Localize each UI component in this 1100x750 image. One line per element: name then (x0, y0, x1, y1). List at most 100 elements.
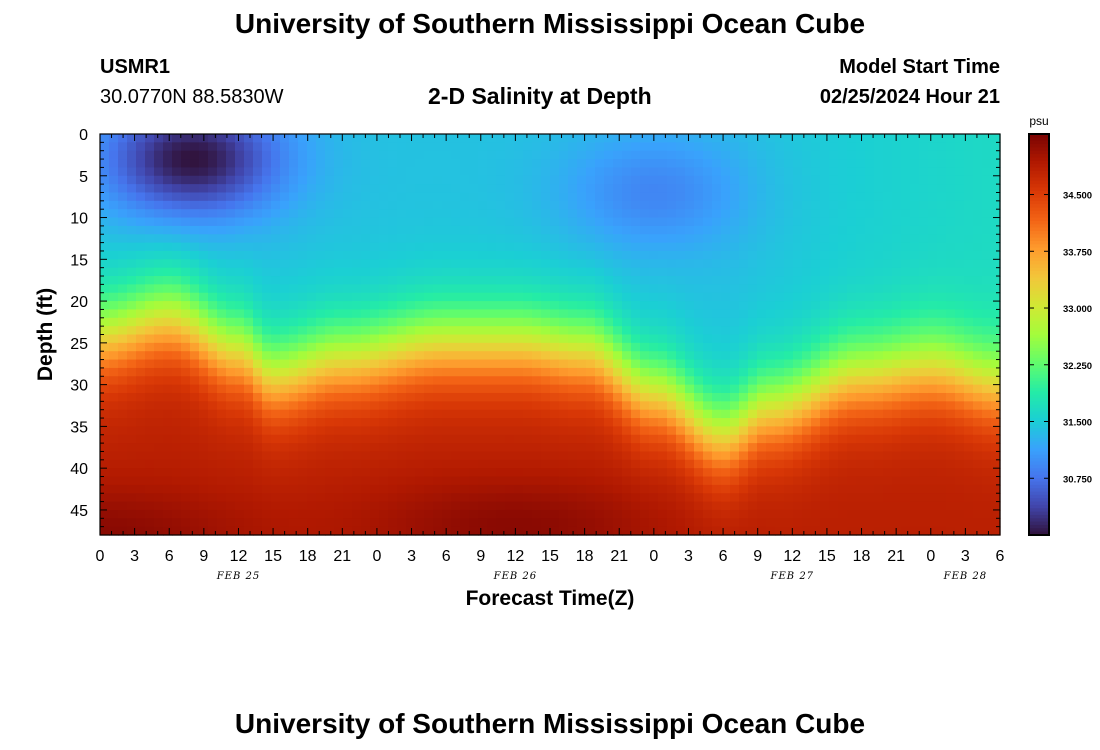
heatmap-cell (190, 250, 200, 260)
heatmap-cell (442, 326, 452, 336)
heatmap-cell (415, 401, 425, 411)
heatmap-cell (721, 476, 731, 486)
heatmap-cell (154, 334, 164, 344)
heatmap-cell (874, 409, 884, 419)
heatmap-cell (595, 225, 605, 235)
heatmap-cell (343, 184, 353, 194)
heatmap-cell (937, 150, 947, 160)
heatmap-cell (424, 451, 434, 461)
heatmap-cell (568, 426, 578, 436)
heatmap-cell (586, 409, 596, 419)
heatmap-cell (154, 175, 164, 185)
heatmap-cell (658, 259, 668, 269)
heatmap-cell (136, 476, 146, 486)
heatmap-cell (730, 509, 740, 519)
heatmap-cell (388, 434, 398, 444)
heatmap-cell (649, 359, 659, 369)
heatmap-cell (748, 426, 758, 436)
heatmap-cell (127, 342, 137, 352)
heatmap-cell (811, 284, 821, 294)
x-tick-label: 15 (541, 548, 559, 565)
heatmap-cell (964, 443, 974, 453)
heatmap-cell (541, 217, 551, 227)
heatmap-cell (928, 292, 938, 302)
heatmap-cell (739, 159, 749, 169)
heatmap-cell (721, 192, 731, 202)
heatmap-cell (370, 142, 380, 152)
heatmap-cell (658, 468, 668, 478)
heatmap-cell (181, 267, 191, 277)
heatmap-cell (550, 484, 560, 494)
heatmap-cell (712, 284, 722, 294)
heatmap-cell (559, 209, 569, 219)
heatmap-cell (100, 476, 110, 486)
heatmap-cell (748, 292, 758, 302)
heatmap-cell (370, 518, 380, 528)
heatmap-cell (847, 192, 857, 202)
heatmap-cell (622, 376, 632, 386)
heatmap-cell (532, 401, 542, 411)
heatmap-cell (253, 459, 263, 469)
heatmap-cell (271, 250, 281, 260)
heatmap-cell (298, 476, 308, 486)
heatmap-cell (874, 426, 884, 436)
heatmap-cell (739, 342, 749, 352)
heatmap-cell (433, 468, 443, 478)
heatmap-cell (874, 367, 884, 377)
heatmap-cell (685, 159, 695, 169)
heatmap-cell (811, 501, 821, 511)
heatmap-cell (523, 334, 533, 344)
heatmap-cell (964, 175, 974, 185)
heatmap-cell (928, 476, 938, 486)
heatmap-cell (316, 459, 326, 469)
heatmap-cell (757, 200, 767, 210)
heatmap-cell (568, 292, 578, 302)
heatmap-cell (496, 351, 506, 361)
heatmap-cell (955, 493, 965, 503)
heatmap-cell (811, 451, 821, 461)
heatmap-cell (784, 167, 794, 177)
heatmap-cell (829, 209, 839, 219)
heatmap-cell (991, 192, 1001, 202)
heatmap-cell (775, 468, 785, 478)
heatmap-cell (352, 292, 362, 302)
heatmap-cell (118, 493, 128, 503)
heatmap-cell (370, 301, 380, 311)
heatmap-cell (127, 334, 137, 344)
heatmap-cell (208, 292, 218, 302)
heatmap-cell (568, 443, 578, 453)
heatmap-cell (298, 418, 308, 427)
heatmap-cell (865, 351, 875, 361)
heatmap-cell (892, 267, 902, 277)
heatmap-cell (154, 359, 164, 369)
heatmap-cell (604, 267, 614, 277)
heatmap-cell (271, 234, 281, 244)
heatmap-cell (964, 367, 974, 377)
heatmap-cell (244, 518, 254, 528)
heatmap-cell (604, 443, 614, 453)
heatmap-cell (712, 234, 722, 244)
heatmap-cell (379, 342, 389, 352)
heatmap-cell (370, 309, 380, 319)
heatmap-cell (532, 326, 542, 336)
heatmap-cell (298, 159, 308, 169)
heatmap-cell (550, 267, 560, 277)
heatmap-cell (298, 317, 308, 327)
heatmap-cell (361, 309, 371, 319)
heatmap-cell (514, 317, 524, 327)
heatmap-cell (991, 501, 1001, 511)
heatmap-cell (289, 217, 299, 227)
heatmap-cell (883, 292, 893, 302)
heatmap-cell (190, 309, 200, 319)
heatmap-cell (487, 426, 497, 436)
heatmap-cell (316, 367, 326, 377)
heatmap-cell (244, 459, 254, 469)
heatmap-cell (901, 225, 911, 235)
heatmap-cell (208, 509, 218, 519)
heatmap-cell (298, 392, 308, 402)
heatmap-cell (937, 309, 947, 319)
heatmap-cell (955, 526, 965, 536)
heatmap-cell (595, 476, 605, 486)
heatmap-cell (739, 142, 749, 152)
heatmap-cell (280, 334, 290, 344)
